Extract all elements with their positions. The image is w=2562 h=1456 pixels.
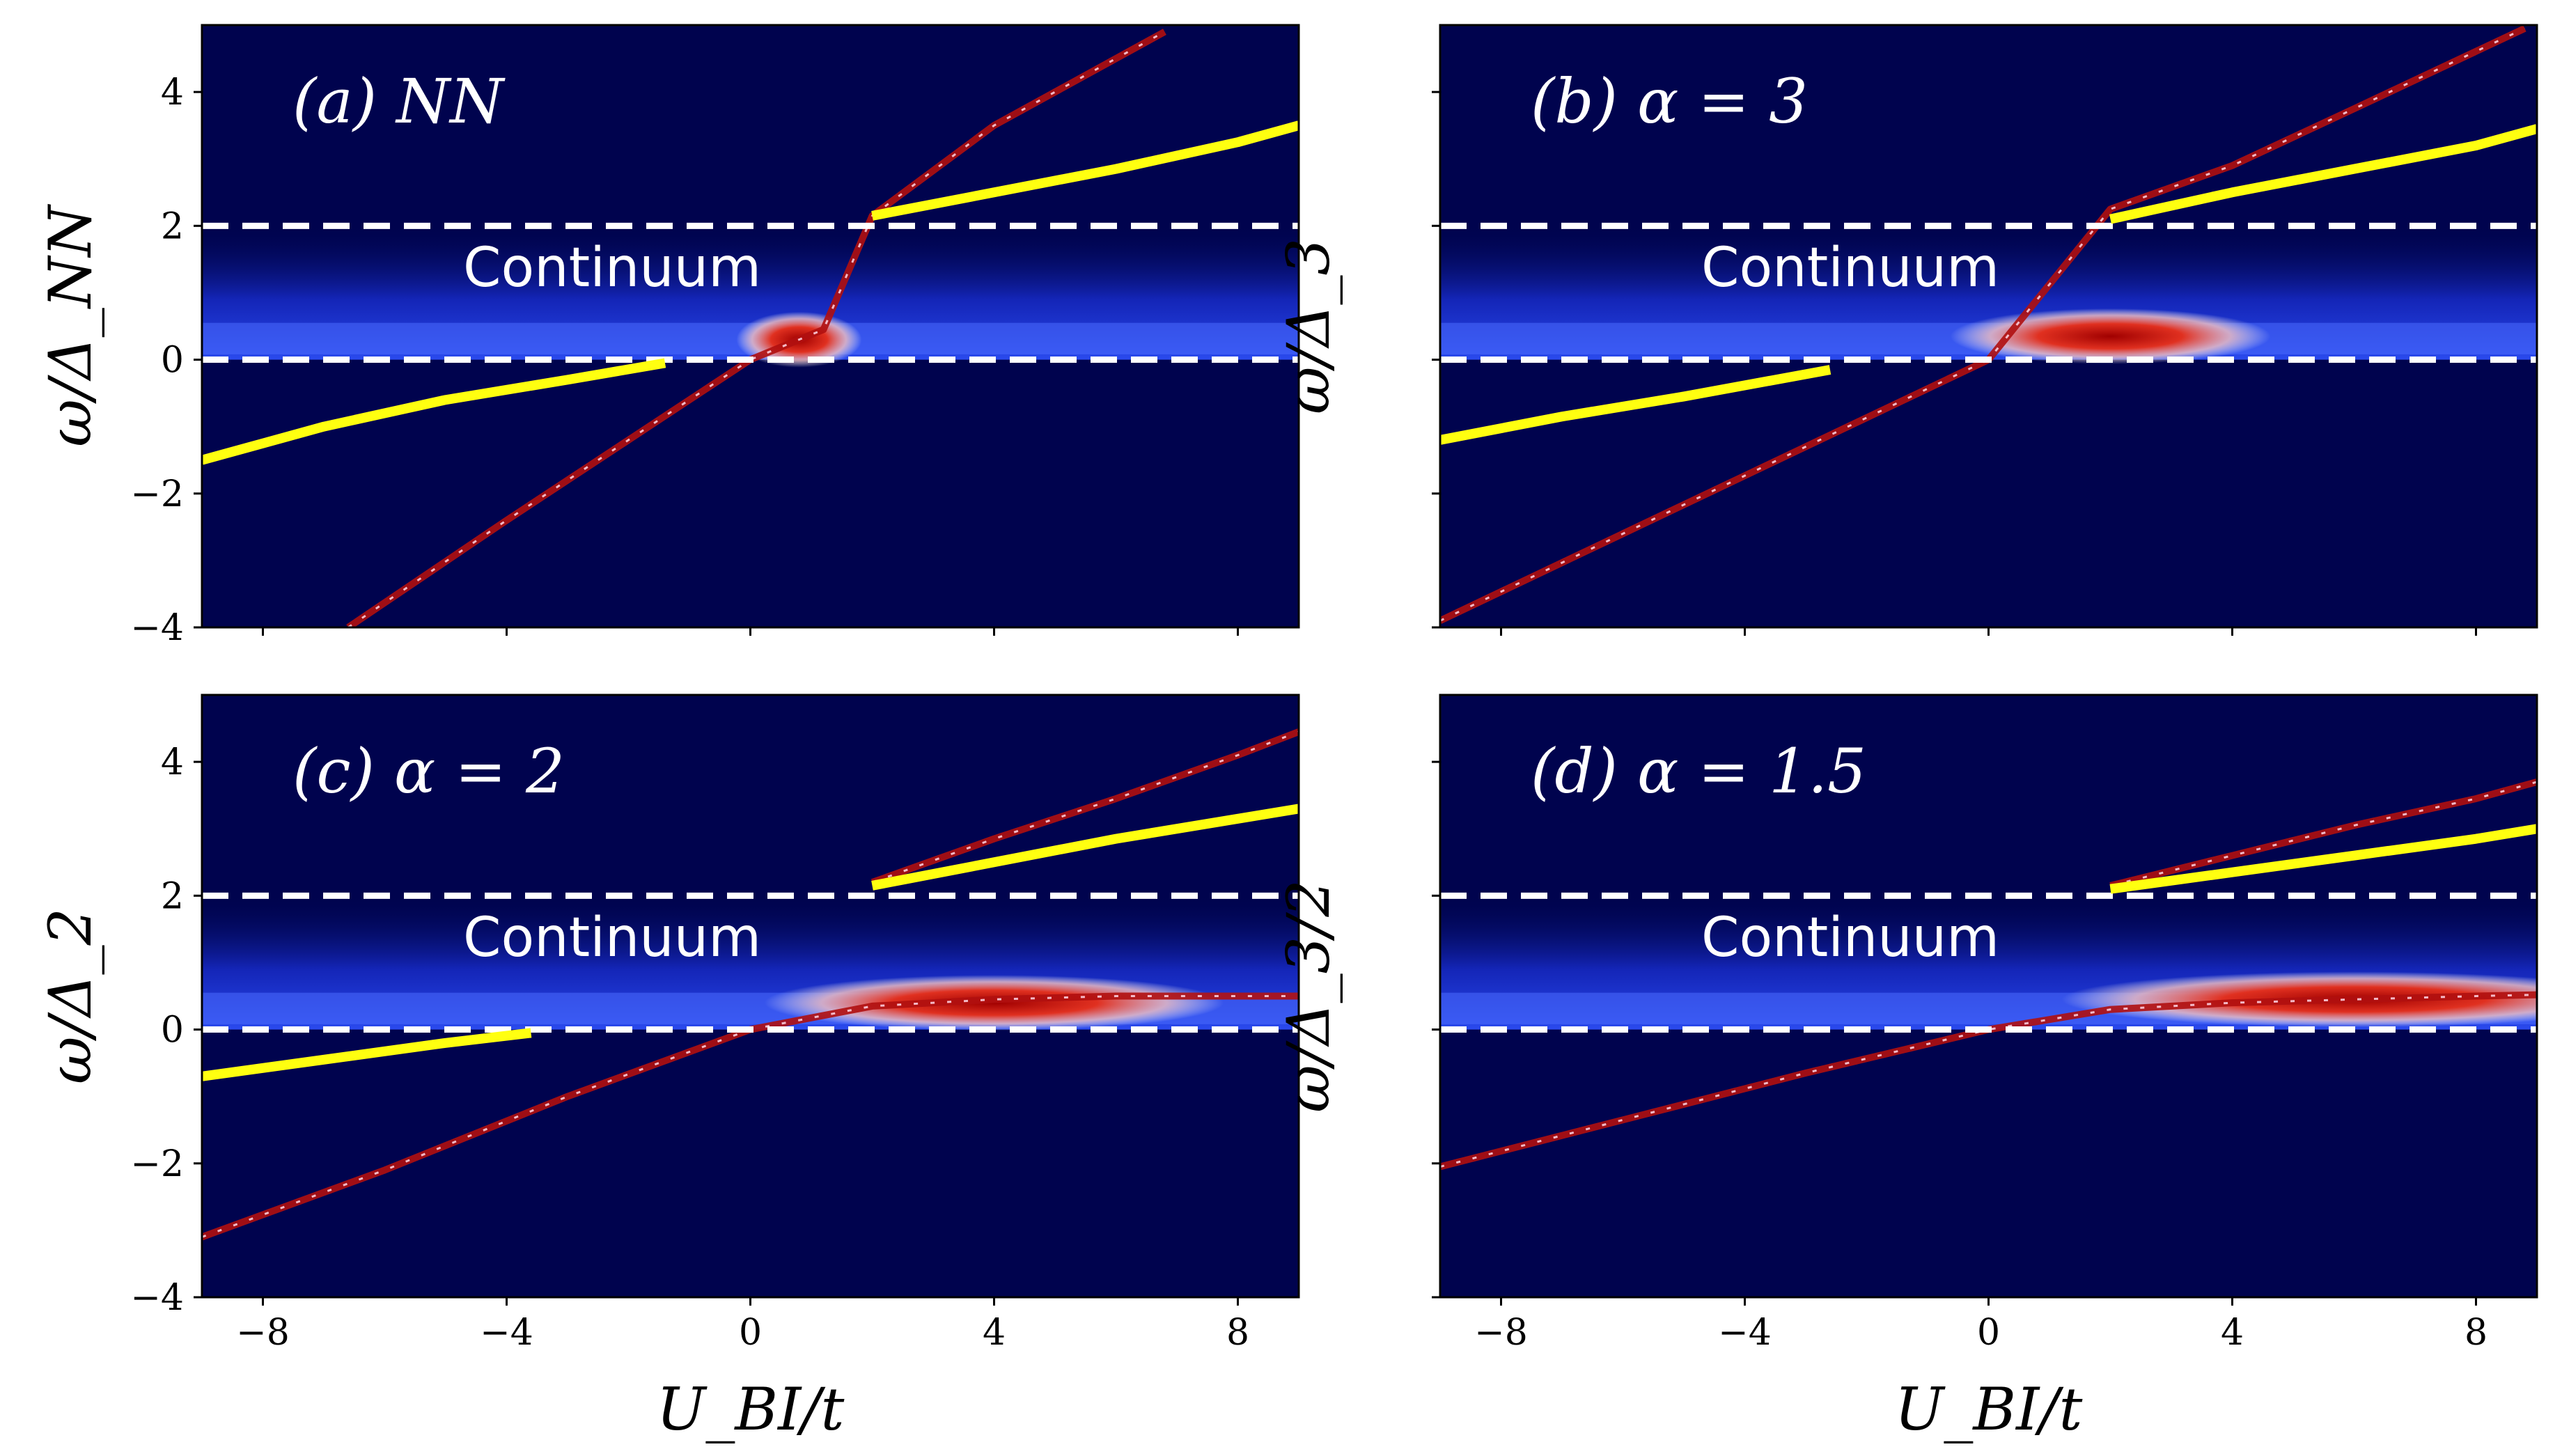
panel-a: −4 −2 0 2 4 (a) NN Continuum ω/Δ_NN [36,24,1300,649]
panel-b-series-bound_state-highlight [1440,27,2526,622]
panel-a-ylabel: ω/Δ_NN [36,204,104,447]
panel-d-series-upper_branch-highlight [2110,781,2537,887]
panel-d-series-bound_state-highlight [1440,994,2537,1168]
panel-c-xtick-label: 4 [983,1312,1006,1354]
panel-d-xtick-label: 0 [1977,1312,2000,1354]
panel-a-label: (a) NN [292,65,506,137]
panel-c-series-upper_branch-highlight [871,730,1299,884]
panel-a-series-bound_state [346,29,1166,627]
panel-c-yellow-lower [202,1028,532,1081]
panel-c-ytick-label: 2 [161,875,184,917]
panel-b-hot-spot [1950,308,2271,364]
panel-c-ytick-label: −4 [130,1277,184,1319]
panel-d-plot-area [1440,695,2537,1297]
panel-d-label: (d) α = 1.5 [1531,735,1866,807]
panel-a-plot-area [202,25,1299,627]
panel-b-ylabel: ω/Δ_3 [1274,238,1343,414]
panel-c-ytick-label: 4 [161,742,184,783]
panel-a-yellow-lower [202,358,666,465]
panel-c-plot-area [202,695,1299,1297]
panel-c-series-bound_state [202,992,1299,1241]
panel-d-continuum-label: Continuum [1701,907,1999,969]
panel-d-xlabel: U_BI/t [1895,1375,2083,1443]
panel-c-xtick-label: −4 [480,1312,533,1354]
panel-c-ytick-label: 0 [161,1010,184,1051]
panel-c-ylabel: ω/Δ_2 [36,908,104,1084]
panel-c-label: (c) α = 2 [292,735,565,807]
panel-a-yellow-upper [871,120,1299,221]
panel-c-xlabel: U_BI/t [657,1375,845,1443]
panel-d-xtick-label: −8 [1474,1312,1528,1354]
panel-b-continuum-label: Continuum [1701,237,1999,299]
panel-d-yellow-upper [2109,824,2537,894]
panel-c-yellow-upper [871,804,1299,891]
panel-d-xtick-label: 8 [2465,1312,2487,1354]
panel-b-label: (b) α = 3 [1531,65,1808,137]
panel-a-ytick-label: 4 [161,72,184,113]
panel-a-continuum-label: Continuum [463,237,761,299]
panel-b-yellow-lower [1440,365,1831,445]
panel-a-ytick-label: −4 [130,607,184,649]
panel-c: −4 −2 0 2 4 −8 −4 0 4 8 (c) α = 2 Continuum ω/Δ_2 U_B… [36,694,1300,1443]
panel-b: (b) α = 3 Continuum ω/Δ_3 [1274,24,2538,636]
panel-b-plot-area [1440,25,2537,627]
panel-c-xtick-label: 0 [739,1312,762,1354]
panel-c-xtick-label: −8 [236,1312,290,1354]
panel-d-ylabel: ω/Δ_3/2 [1274,879,1343,1113]
panel-a-ytick-label: 2 [161,205,184,247]
panel-c-xtick-label: 8 [1226,1312,1249,1354]
panel-c-continuum-label: Continuum [463,907,761,969]
panel-d-xtick-label: −4 [1718,1312,1772,1354]
panel-a-ytick-label: 0 [161,340,184,382]
panel-a-ytick-label: −2 [130,473,184,515]
panel-b-yellow-upper [2109,124,2537,224]
panel-d-xtick-label: 4 [2221,1312,2244,1354]
panel-c-ytick-label: −2 [130,1143,184,1185]
panel-d: −8 −4 0 4 8 (d) α = 1.5 Continuum ω/Δ_3/2 U_BI/t [1274,694,2538,1443]
